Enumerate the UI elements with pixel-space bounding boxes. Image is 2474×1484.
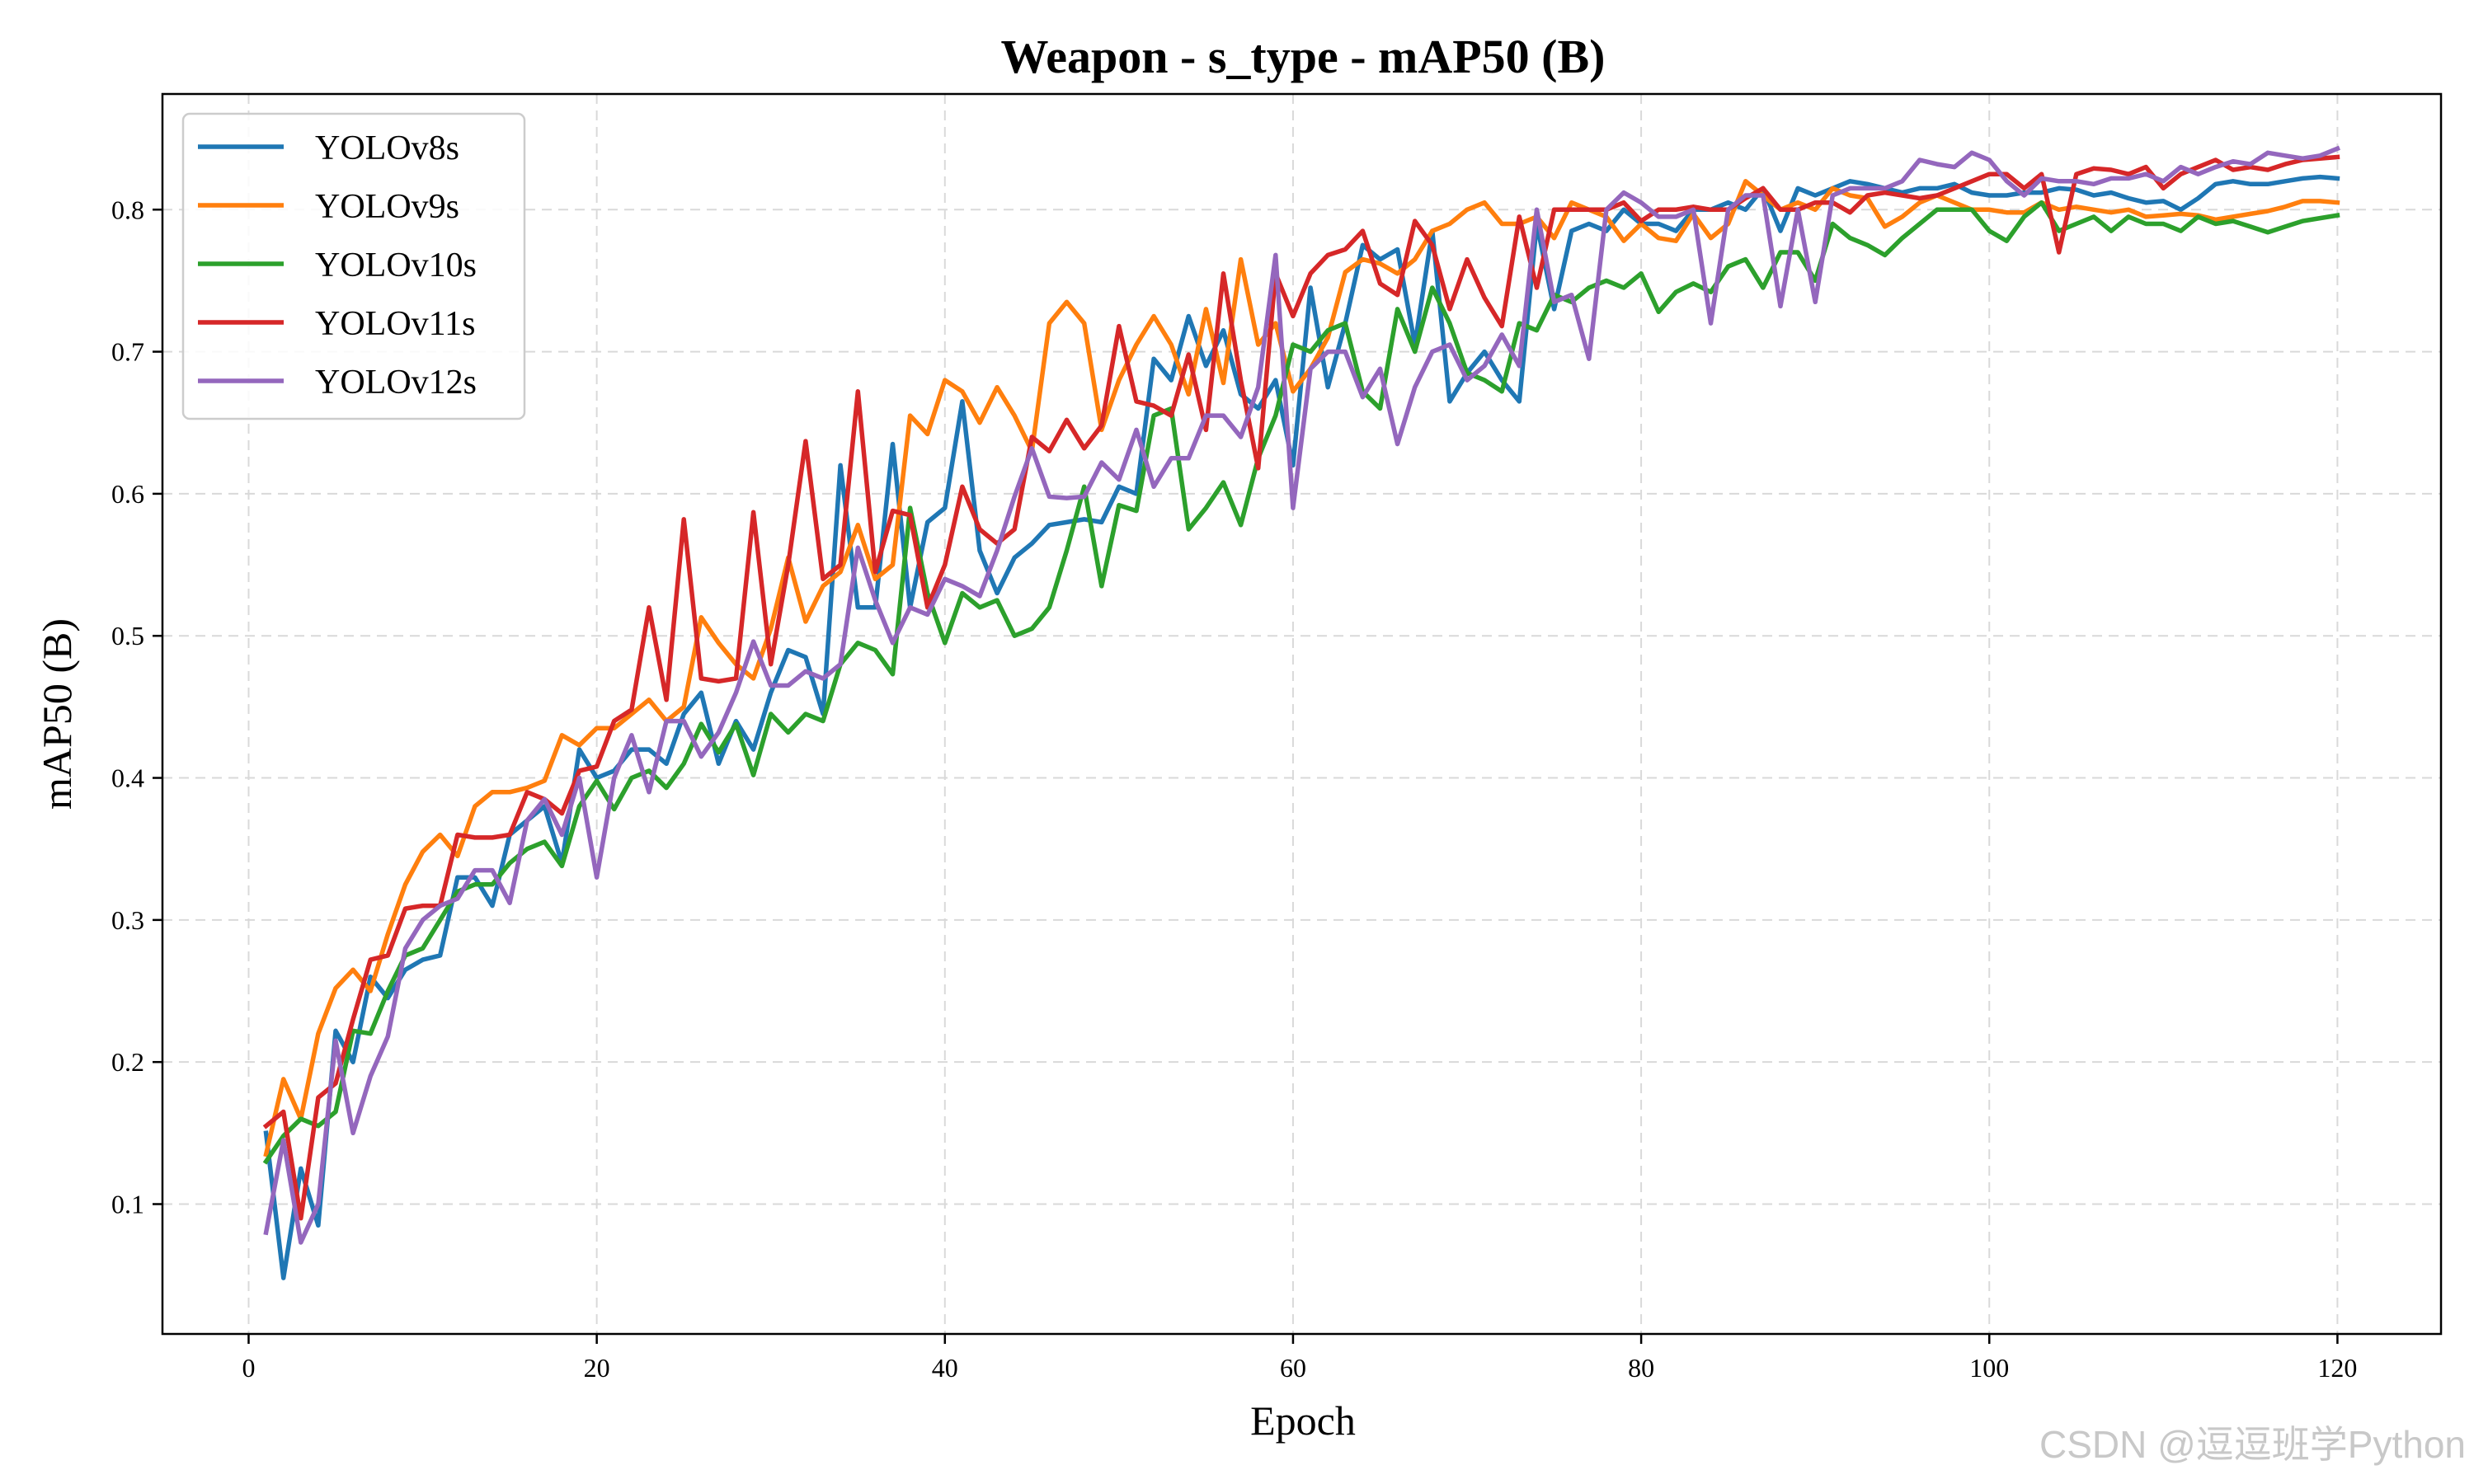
x-tick-label: 40 [932,1353,958,1383]
y-tick-label: 0.8 [111,195,144,224]
legend-label: YOLOv10s [315,247,477,284]
legend: YOLOv8s YOLOv9s YOLOv10s YOLOv11s YOLOv12s [181,112,526,420]
y-axis-ticks: 0.1 0.2 0.3 0.4 0.5 0.6 0.7 0.8 [111,195,162,1219]
legend-box [181,112,526,420]
y-tick-label: 0.2 [111,1047,144,1077]
plot-frame [161,92,2443,1336]
x-axis-ticks: 0 20 40 60 80 100 120 [242,1334,2357,1383]
legend-label: YOLOv9s [315,188,459,226]
legend-label: YOLOv8s [315,129,459,167]
y-tick-label: 0.7 [111,337,144,367]
series-lines [262,145,2340,1280]
y-tick-label: 0.6 [111,479,144,509]
x-tick-label: 80 [1628,1353,1654,1383]
y-tick-label: 0.1 [111,1190,144,1219]
series-line-yolov12s [263,145,2340,1245]
legend-label: YOLOv11s [315,305,475,343]
y-tick-label: 0.4 [111,763,144,793]
series-line-yolov11s [262,154,2340,1221]
y-tick-label: 0.3 [111,905,144,935]
chart-title: Weapon - s_type - mAP50 (B) [1000,30,1605,83]
x-tick-label: 60 [1280,1353,1306,1383]
y-tick-label: 0.5 [111,621,144,650]
x-tick-label: 0 [242,1353,255,1383]
legend-label: YOLOv12s [315,364,477,402]
x-axis-label: Epoch [1250,1397,1356,1444]
y-axis-label: mAP50 (B) [34,618,80,810]
x-tick-label: 100 [1969,1353,2009,1383]
x-tick-label: 120 [2317,1353,2357,1383]
watermark: CSDN @逗逗班学Python [2039,1423,2466,1466]
x-tick-label: 20 [584,1353,610,1383]
